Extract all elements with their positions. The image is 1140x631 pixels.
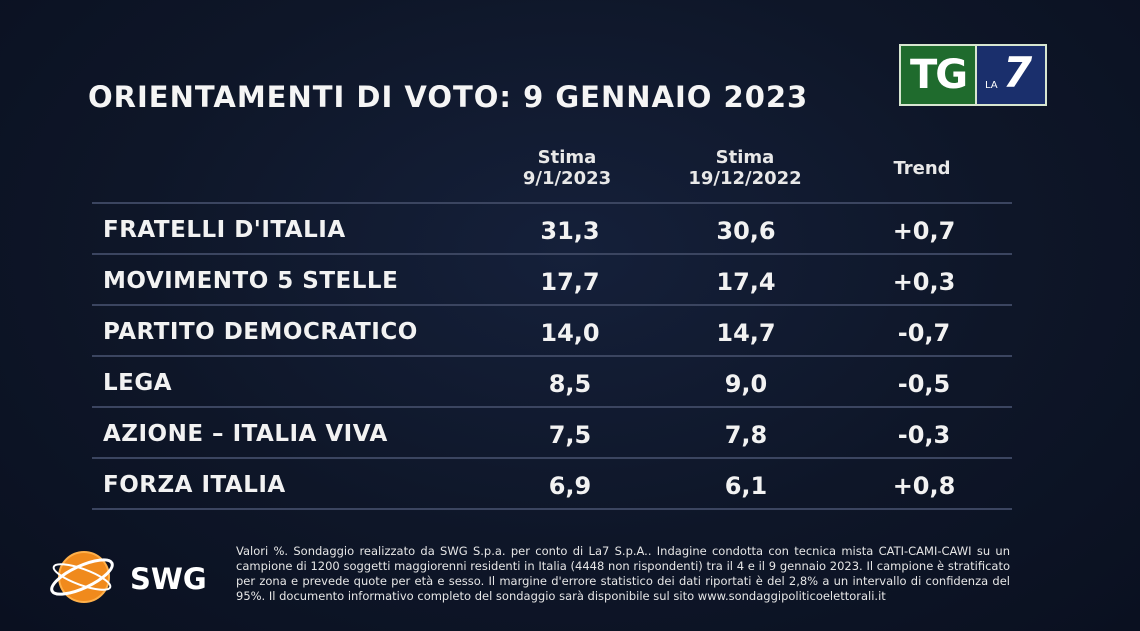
table-row: PARTITO DEMOCRATICO 14,0 14,7 -0,7 — [92, 307, 1012, 357]
la-text: LA — [985, 80, 998, 91]
previous-value: 17,4 — [716, 268, 776, 296]
current-value: 8,5 — [548, 370, 592, 398]
table-row: MOVIMENTO 5 STELLE 17,7 17,4 +0,3 — [92, 256, 1012, 306]
previous-value: 6,1 — [724, 472, 768, 500]
trend-value: +0,7 — [892, 217, 956, 245]
previous-value: 7,8 — [724, 421, 768, 449]
current-value: 7,5 — [548, 421, 592, 449]
table-row: FORZA ITALIA 6,9 6,1 +0,8 — [92, 460, 1012, 510]
trend-value: +0,8 — [892, 472, 956, 500]
row-separator — [92, 406, 1012, 408]
party-name: AZIONE – ITALIA VIVA — [103, 421, 388, 447]
party-name: FRATELLI D'ITALIA — [103, 217, 346, 243]
column-header-previous-line1: Stima — [715, 147, 775, 168]
previous-value: 30,6 — [716, 217, 776, 245]
row-separator — [92, 253, 1012, 255]
trend-value: -0,3 — [897, 421, 951, 449]
tg-la7-logo: TG LA 7 — [899, 44, 1047, 106]
table-row: AZIONE – ITALIA VIVA 7,5 7,8 -0,3 — [92, 409, 1012, 459]
column-header-current-line1: Stima — [537, 147, 597, 168]
current-value: 17,7 — [540, 268, 600, 296]
party-name: MOVIMENTO 5 STELLE — [103, 268, 399, 294]
column-header-current-line2: 9/1/2023 — [522, 168, 612, 189]
row-separator — [92, 355, 1012, 357]
party-name: FORZA ITALIA — [103, 472, 286, 498]
methodology-note: Valori %. Sondaggio realizzato da SWG S.… — [236, 544, 1010, 603]
table-row: LEGA 8,5 9,0 -0,5 — [92, 358, 1012, 408]
row-separator — [92, 457, 1012, 459]
row-separator — [92, 304, 1012, 306]
table-row: FRATELLI D'ITALIA 31,3 30,6 +0,7 — [92, 205, 1012, 255]
current-value: 6,9 — [548, 472, 592, 500]
current-value: 31,3 — [540, 217, 600, 245]
row-separator — [92, 508, 1012, 510]
trend-value: -0,5 — [897, 370, 951, 398]
la7-logo: LA 7 — [977, 44, 1047, 106]
tg-logo-text: TG — [899, 44, 977, 106]
trend-value: +0,3 — [892, 268, 956, 296]
page-title: ORIENTAMENTI DI VOTO: 9 GENNAIO 2023 — [88, 80, 809, 114]
swg-logo-text: SWG — [130, 562, 207, 596]
column-header-previous-line2: 19/12/2022 — [688, 168, 802, 189]
seven-text: 7 — [1003, 48, 1033, 97]
column-header-current: Stima 9/1/2023 — [502, 147, 632, 189]
party-name: LEGA — [103, 370, 173, 396]
trend-value: -0,7 — [897, 319, 951, 347]
party-name: PARTITO DEMOCRATICO — [103, 319, 418, 345]
swg-globe-icon — [50, 551, 114, 603]
column-header-trend: Trend — [893, 158, 951, 179]
current-value: 14,0 — [540, 319, 600, 347]
row-separator — [92, 202, 1012, 204]
previous-value: 14,7 — [716, 319, 776, 347]
previous-value: 9,0 — [724, 370, 768, 398]
column-header-previous: Stima 19/12/2022 — [670, 147, 820, 189]
